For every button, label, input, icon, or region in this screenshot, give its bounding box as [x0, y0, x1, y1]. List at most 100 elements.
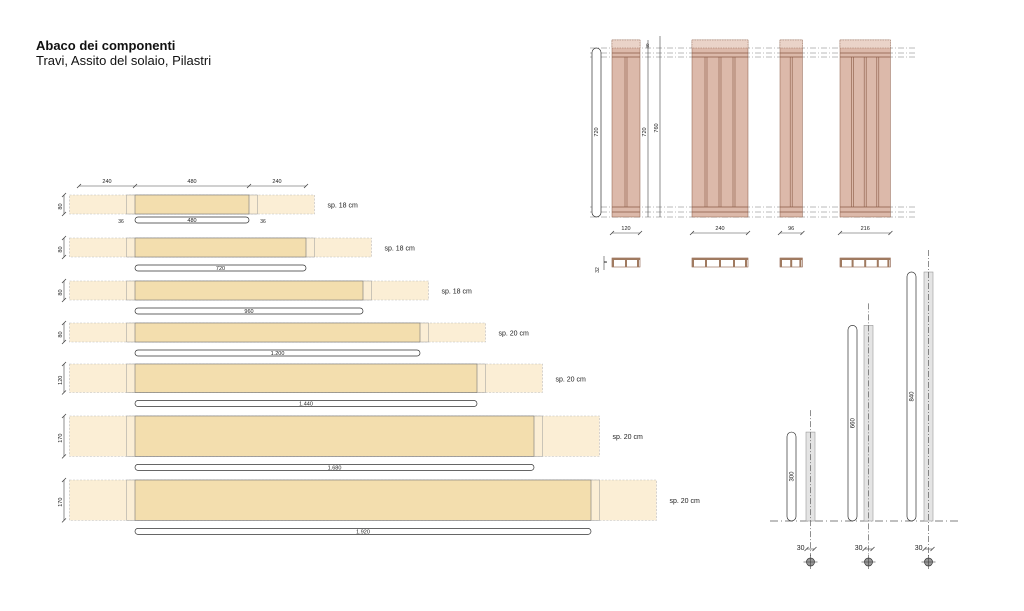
beam-height-label: 80 — [58, 331, 64, 337]
dim-tick — [862, 546, 867, 552]
dim-tick — [745, 230, 751, 236]
panel-top-edge — [691, 39, 749, 49]
beam-core — [134, 322, 421, 343]
beam-length-label: 960 — [244, 309, 253, 315]
panel-section-rib — [624, 258, 627, 267]
beam-height-label: 80 — [58, 246, 64, 252]
beam-height-label: 170 — [58, 498, 64, 507]
beam-length-pill — [134, 264, 307, 272]
overhang-label-right: 240 — [272, 179, 281, 185]
panel-section-rib — [732, 258, 735, 267]
panel-section-rib — [704, 258, 707, 267]
bearing-label-right: 36 — [260, 219, 266, 225]
beam-length-label: 1.200 — [271, 351, 285, 357]
beam-length-label: 1.920 — [356, 529, 370, 535]
dim-tick — [689, 230, 695, 236]
section-offset-label: 8 — [603, 260, 608, 263]
beam-core — [134, 363, 478, 393]
panel-top-edge — [779, 39, 803, 49]
dim-tick — [61, 518, 67, 523]
beam-core — [134, 479, 592, 521]
panel-section-rib — [790, 258, 793, 267]
dim-tick — [61, 192, 67, 198]
dim-tick — [61, 297, 67, 303]
panel-width-label: 96 — [788, 226, 794, 232]
beam-core — [134, 280, 364, 301]
dim-tick — [922, 546, 927, 552]
dim-tick — [61, 390, 67, 395]
beam-height-label: 170 — [58, 434, 64, 443]
panel-section-rib — [612, 258, 614, 267]
panel-top-offset-label: 40 — [645, 43, 650, 49]
beam-core — [134, 237, 307, 258]
beam-length-pill — [134, 400, 478, 407]
dim-tick — [61, 454, 67, 459]
beam-height-label: 80 — [58, 203, 64, 209]
panel-total-height-label: 760 — [654, 123, 660, 132]
dim-tick — [303, 183, 309, 189]
beam-thickness-label: sp. 18 cm — [328, 203, 359, 210]
dim-tick — [61, 339, 67, 345]
beam-length-label: 720 — [216, 266, 225, 272]
dim-tick — [930, 546, 935, 552]
panel-width-label: 240 — [715, 226, 724, 232]
panel-width-label: 216 — [861, 226, 870, 232]
dim-tick — [246, 183, 252, 189]
panel-section-rib — [744, 258, 747, 267]
beam-thickness-label: sp. 18 cm — [385, 246, 416, 253]
column-height-pill — [906, 271, 917, 522]
panel-section-rib — [799, 258, 802, 267]
panel-section-rib — [718, 258, 721, 267]
beam-thickness-label: sp. 20 cm — [499, 331, 530, 338]
beam-length-label: 1.680 — [328, 465, 342, 471]
panel-section-rib — [692, 258, 694, 267]
column-height-pill — [847, 325, 858, 522]
panel-section-rib — [840, 258, 842, 267]
beam-length-label: 480 — [187, 218, 196, 224]
panel-section-rib — [876, 258, 879, 267]
panel-section-rib — [864, 258, 867, 267]
beam-thickness-label: sp. 20 cm — [670, 498, 701, 505]
dim-tick — [61, 320, 67, 326]
panel-inner-height-label: 720 — [642, 127, 648, 136]
beam-length-pill — [134, 307, 364, 315]
bearing-label-left: 36 — [118, 219, 124, 225]
column-height-pill — [786, 431, 797, 522]
column-diameter-label: 30 — [855, 545, 863, 552]
panel-section-rib — [636, 258, 639, 267]
dim-tick — [837, 230, 843, 236]
dim-tick — [804, 546, 809, 552]
dim-tick — [800, 230, 805, 236]
beam-thickness-label: sp. 20 cm — [613, 434, 644, 441]
dim-tick — [61, 278, 67, 284]
beam-core — [134, 194, 250, 215]
dim-tick — [76, 183, 82, 189]
panel-section-rib — [887, 258, 890, 267]
beam-length-pill — [134, 464, 535, 471]
section-height-label: 32 — [595, 267, 601, 273]
column-height-label: 660 — [851, 418, 857, 429]
beam-height-label: 80 — [58, 289, 64, 295]
dim-tick — [132, 183, 138, 189]
dim-tick — [61, 361, 67, 367]
panel-width-label: 120 — [621, 226, 630, 232]
dim-tick — [888, 230, 893, 236]
beam-core — [134, 415, 535, 457]
beam-length-pill — [134, 349, 421, 357]
beam-height-label: 120 — [58, 376, 64, 385]
panel-section-rib — [780, 258, 782, 267]
floor-panel — [839, 39, 891, 218]
column-diameter-label: 30 — [915, 545, 923, 552]
dim-tick — [870, 546, 875, 552]
dim-tick — [609, 230, 615, 236]
dim-tick — [812, 546, 817, 552]
panel-height-pill — [591, 47, 602, 218]
dim-tick — [61, 235, 67, 241]
dim-tick — [61, 211, 67, 217]
floor-panel — [779, 39, 803, 218]
panel-height-label: 720 — [594, 127, 600, 136]
page-subtitle: Travi, Assito del solaio, Pilastri — [36, 53, 212, 68]
column-height-label: 300 — [790, 471, 796, 482]
panel-section-rib — [851, 258, 854, 267]
